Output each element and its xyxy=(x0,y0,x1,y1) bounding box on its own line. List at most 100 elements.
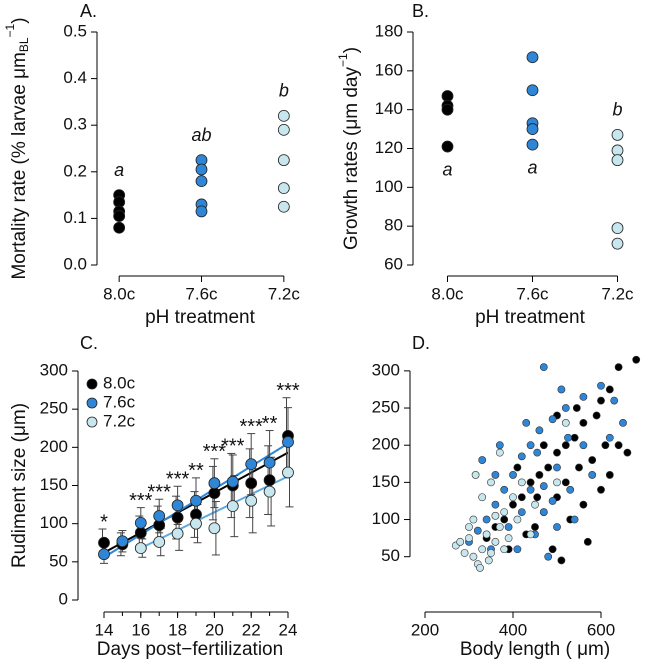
point xyxy=(471,471,480,479)
point xyxy=(195,205,208,218)
y-axis-label: Growth rates (μm day−1) xyxy=(336,47,362,250)
point xyxy=(171,527,184,540)
point xyxy=(539,508,548,516)
point xyxy=(116,535,129,548)
point xyxy=(465,523,473,531)
x-axis-label: pH treatment xyxy=(145,307,256,328)
x-tick-label: 18 xyxy=(168,620,187,639)
point xyxy=(282,466,294,479)
point xyxy=(539,482,548,490)
panel-label: D. xyxy=(412,333,430,353)
point xyxy=(245,494,258,507)
legend-marker xyxy=(86,378,98,390)
point xyxy=(190,494,202,507)
point xyxy=(263,485,276,498)
point xyxy=(526,485,535,494)
y-tick-label: 300 xyxy=(40,360,68,379)
point xyxy=(509,500,517,509)
point xyxy=(564,433,572,442)
legend-marker xyxy=(86,416,98,428)
y-label-end: ) xyxy=(9,17,30,23)
point xyxy=(544,463,553,472)
point xyxy=(575,463,583,472)
point xyxy=(583,537,592,546)
x-tick-label: 14 xyxy=(95,620,114,639)
point xyxy=(526,478,535,487)
significance: *** xyxy=(203,441,227,463)
group-label: b xyxy=(612,100,622,120)
y-tick-label: 120 xyxy=(375,138,403,157)
point xyxy=(605,433,614,442)
significance: *** xyxy=(276,380,300,402)
y-tick-label: 0.5 xyxy=(63,21,87,40)
panel-label: C. xyxy=(80,333,98,353)
point xyxy=(535,471,544,479)
significance: *** xyxy=(221,436,245,458)
point xyxy=(632,355,641,364)
x-axis-label: Body length ( μm) xyxy=(460,639,610,660)
point xyxy=(614,441,623,450)
legend-marker xyxy=(86,397,98,409)
point xyxy=(495,448,504,457)
y-label-text: Mortality rate (% larvae μm xyxy=(9,52,30,279)
point xyxy=(517,493,526,502)
point xyxy=(517,508,526,516)
point xyxy=(526,123,539,135)
point xyxy=(605,385,614,394)
point xyxy=(469,552,478,561)
point xyxy=(484,556,493,565)
y-tick-label: 160 xyxy=(375,60,403,79)
point xyxy=(456,537,465,546)
point xyxy=(208,477,221,490)
y-tick-label: 0 xyxy=(59,589,68,608)
legend-label: 8.0c xyxy=(103,373,136,392)
y-tick-label: 0.3 xyxy=(63,115,87,134)
y-tick-label: 200 xyxy=(372,435,400,454)
point xyxy=(98,536,110,549)
point xyxy=(113,221,126,234)
point xyxy=(491,511,500,520)
point xyxy=(526,441,535,450)
x-tick-label: 7.2c xyxy=(601,284,634,303)
x-tick-label: 22 xyxy=(242,620,261,639)
point xyxy=(592,411,601,420)
point xyxy=(441,140,454,153)
y-tick-label: 0.1 xyxy=(63,208,87,227)
point xyxy=(500,545,509,554)
panel-label: B. xyxy=(412,1,429,21)
y-tick-label: 250 xyxy=(40,399,68,418)
point xyxy=(572,404,581,412)
group-label: a xyxy=(527,157,537,177)
point xyxy=(548,545,557,554)
point xyxy=(469,515,478,524)
y-label-sup: −1 xyxy=(336,53,350,67)
point xyxy=(153,536,166,548)
point xyxy=(553,478,561,487)
y-tick-label: 0.4 xyxy=(63,68,87,87)
point xyxy=(557,556,566,565)
x-tick-label: 7.6c xyxy=(185,284,218,303)
x-tick-label: 16 xyxy=(131,620,150,639)
legend-label: 7.6c xyxy=(103,392,136,411)
point xyxy=(195,175,208,188)
point xyxy=(517,452,526,461)
point xyxy=(465,534,473,543)
significance: *** xyxy=(166,469,190,491)
point xyxy=(601,441,610,450)
point xyxy=(539,363,548,372)
point xyxy=(195,163,208,176)
point xyxy=(226,475,239,488)
y-tick-label: 60 xyxy=(384,254,403,273)
point xyxy=(153,510,166,522)
y-tick-label: 150 xyxy=(40,475,68,494)
point xyxy=(623,448,632,457)
x-tick-label: 400 xyxy=(499,620,527,639)
point xyxy=(277,123,290,136)
point xyxy=(113,210,126,222)
point xyxy=(611,154,624,167)
group-label: a xyxy=(114,160,124,180)
x-tick-label: 8.0c xyxy=(431,284,464,303)
y-label-end: ) xyxy=(341,47,362,53)
y-tick-label: 0.2 xyxy=(63,161,87,180)
